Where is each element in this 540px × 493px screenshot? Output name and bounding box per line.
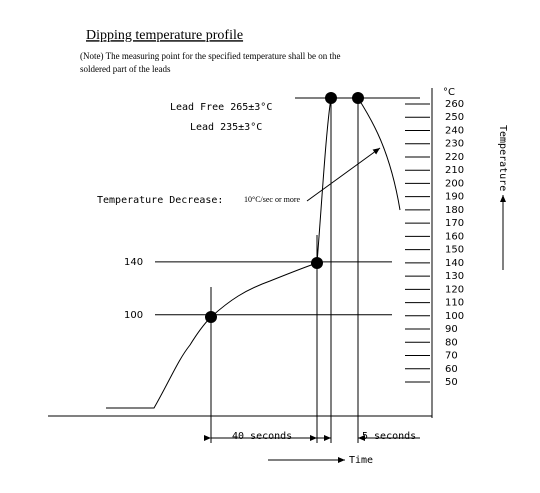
- scale-tick-label: 230: [445, 139, 464, 150]
- scale-tick-label: 70: [445, 351, 458, 362]
- profile-curve: [106, 97, 401, 409]
- scale-tick-label: 140: [445, 258, 464, 269]
- point: [311, 257, 323, 269]
- point: [352, 92, 364, 104]
- scale-tick-label: 200: [445, 178, 464, 189]
- scale-tick-label: 160: [445, 231, 464, 242]
- scale-tick-label: 260: [445, 99, 464, 110]
- scale-tick-label: 170: [445, 218, 464, 229]
- duration-label: 5 seconds: [362, 431, 416, 442]
- note-line: soldered part of the leads: [80, 64, 171, 74]
- scale-tick-label: 50: [445, 377, 458, 388]
- lead-label: Lead 235±3°C: [190, 122, 262, 133]
- scale-tick-label: 110: [445, 298, 464, 309]
- scale-tick-label: 180: [445, 205, 464, 216]
- scale-tick-label: 150: [445, 245, 464, 256]
- point: [325, 92, 337, 104]
- scale-tick-label: 90: [445, 324, 458, 335]
- scale-tick-label: 60: [445, 364, 458, 375]
- scale-tick-label: 120: [445, 284, 464, 295]
- decrease-label: Temperature Decrease:: [97, 195, 223, 206]
- unit: °C: [443, 87, 455, 98]
- points: [205, 92, 364, 323]
- level-label: 100: [124, 310, 143, 321]
- decrease-rate: 10°C/sec or more: [244, 195, 301, 204]
- scale-tick-label: 220: [445, 152, 464, 163]
- note-line: (Note) The measuring point for the speci…: [80, 51, 341, 61]
- scale-tick-label: 130: [445, 271, 464, 282]
- scale-tick-label: 240: [445, 125, 464, 136]
- duration-label: 40 seconds: [232, 431, 292, 442]
- level-label: 140: [124, 257, 143, 268]
- scale-tick-label: 80: [445, 337, 458, 348]
- scale-tick-label: 100: [445, 311, 464, 322]
- time-label: Time: [349, 455, 373, 466]
- lead-free-label: Lead Free 265±3°C: [170, 102, 272, 113]
- title: Dipping temperature profile: [86, 28, 243, 43]
- scale-tick-label: 250: [445, 112, 464, 123]
- scale-tick-label: 190: [445, 192, 464, 203]
- decrease-arrow: [306, 147, 381, 202]
- point: [205, 311, 217, 323]
- scale-tick-label: 210: [445, 165, 464, 176]
- axis-label: Temperature: [497, 125, 508, 191]
